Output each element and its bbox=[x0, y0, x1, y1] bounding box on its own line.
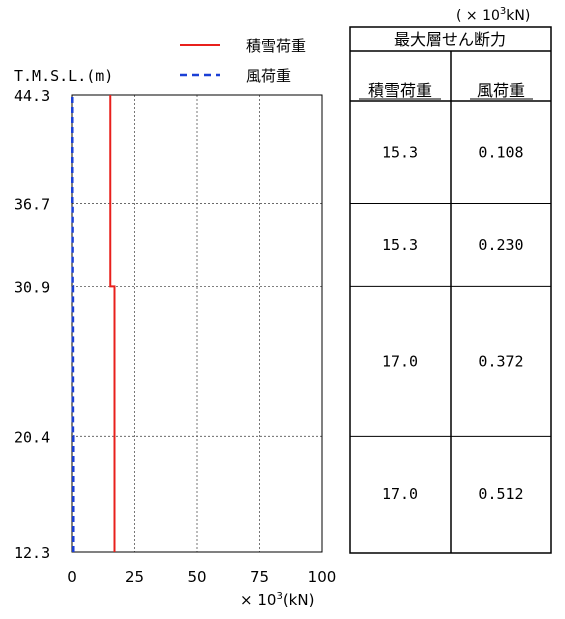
series-layer bbox=[71, 95, 116, 552]
table-cell-snow: 15.3 bbox=[382, 236, 418, 254]
legend: 積雪荷重 風荷重 bbox=[180, 37, 306, 85]
y-tick-label: 36.7 bbox=[14, 196, 50, 214]
plot-frame bbox=[71, 94, 323, 553]
y-axis-title: T.M.S.L.(m) bbox=[14, 67, 113, 85]
table-title: 最大層せん断力 bbox=[394, 30, 506, 49]
x-tick-label: 100 bbox=[308, 568, 337, 586]
x-tick-label: 25 bbox=[125, 568, 144, 586]
legend-label-snow: 積雪荷重 bbox=[246, 37, 306, 55]
shear-force-table: 最大層せん断力 積雪荷重 風荷重 15.3 0.108 15.3 0.230 17.0 0… bbox=[349, 26, 552, 554]
table-rows: 15.3 0.108 15.3 0.230 17.0 0.372 17.0 0.512 bbox=[350, 143, 551, 503]
table-unit: ( × 103kN) bbox=[456, 6, 530, 24]
y-tick-label: 44.3 bbox=[14, 87, 50, 105]
x-tick-label: 75 bbox=[250, 568, 269, 586]
y-tick-label: 20.4 bbox=[14, 428, 50, 446]
table-header-snow: 積雪荷重 bbox=[368, 81, 432, 100]
x-tick-label: 0 bbox=[67, 568, 77, 586]
table-cell-wind: 0.512 bbox=[478, 485, 523, 503]
table-cell-snow: 17.0 bbox=[382, 352, 418, 370]
legend-label-wind: 風荷重 bbox=[246, 67, 291, 85]
x-tick-labels: 0 25 50 75 100 bbox=[67, 568, 336, 586]
table-cell-wind: 0.372 bbox=[478, 352, 523, 370]
table-cell-wind: 0.230 bbox=[478, 236, 523, 254]
series-line-snow bbox=[109, 95, 116, 552]
series-line-wind bbox=[71, 95, 75, 552]
table-header-wind: 風荷重 bbox=[477, 81, 525, 100]
y-tick-labels: 44.3 36.7 30.9 20.4 12.3 bbox=[14, 87, 50, 562]
table-cell-wind: 0.108 bbox=[478, 143, 523, 161]
table-cell-snow: 17.0 bbox=[382, 485, 418, 503]
x-axis-unit: × 103(kN) bbox=[240, 591, 314, 609]
x-tick-label: 50 bbox=[187, 568, 206, 586]
table-cell-snow: 15.3 bbox=[382, 143, 418, 161]
y-tick-label: 30.9 bbox=[14, 278, 50, 296]
y-tick-label: 12.3 bbox=[14, 544, 50, 562]
